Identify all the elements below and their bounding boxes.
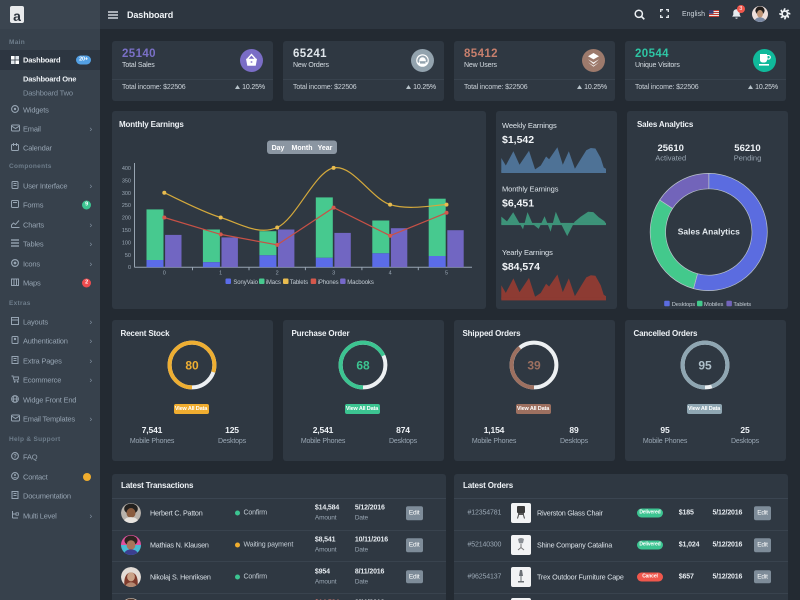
svg-text:iPhones: iPhones xyxy=(318,280,339,286)
svg-text:0: 0 xyxy=(128,265,131,271)
svg-text:$6,451: $6,451 xyxy=(502,198,534,210)
svg-text:Year: Year xyxy=(318,145,333,152)
svg-text:400: 400 xyxy=(122,166,131,172)
svg-text:300: 300 xyxy=(122,191,131,197)
svg-text:150: 150 xyxy=(122,228,131,234)
svg-text:5: 5 xyxy=(445,271,448,277)
svg-text:Activated: Activated xyxy=(655,154,686,163)
svg-text:SonyVaio: SonyVaio xyxy=(233,280,258,286)
svg-text:3: 3 xyxy=(332,271,335,277)
svg-text:$1,542: $1,542 xyxy=(502,134,534,146)
svg-text:Day: Day xyxy=(272,145,285,152)
svg-text:95: 95 xyxy=(699,358,713,372)
svg-text:iMacs: iMacs xyxy=(266,280,281,286)
svg-text:?: ? xyxy=(13,454,17,460)
svg-text:2: 2 xyxy=(276,271,279,277)
svg-text:Pending: Pending xyxy=(734,154,762,163)
svg-text:0: 0 xyxy=(163,271,166,277)
svg-text:56210: 56210 xyxy=(734,143,760,154)
svg-text:39: 39 xyxy=(528,358,542,372)
svg-text:100: 100 xyxy=(122,240,131,246)
svg-text:Macbooks: Macbooks xyxy=(347,280,374,286)
svg-text:80: 80 xyxy=(186,358,200,372)
svg-text:$84,574: $84,574 xyxy=(502,261,540,273)
svg-text:Desktops: Desktops xyxy=(672,302,696,308)
svg-text:Tablets: Tablets xyxy=(733,302,751,308)
svg-text:1: 1 xyxy=(219,271,222,277)
svg-text:Weekly Earnings: Weekly Earnings xyxy=(502,121,557,130)
svg-text:Tablets: Tablets xyxy=(290,280,308,286)
svg-text:250: 250 xyxy=(122,203,131,209)
svg-text:Monthly Earnings: Monthly Earnings xyxy=(502,185,559,194)
svg-text:Mobiles: Mobiles xyxy=(704,302,723,308)
svg-text:Yearly Earnings: Yearly Earnings xyxy=(502,248,553,257)
svg-text:50: 50 xyxy=(125,253,131,259)
svg-text:25610: 25610 xyxy=(657,143,683,154)
svg-text:200: 200 xyxy=(122,216,131,222)
svg-text:Month: Month xyxy=(292,145,313,152)
svg-text:Sales Analytics: Sales Analytics xyxy=(678,227,740,237)
svg-text:68: 68 xyxy=(357,358,371,372)
svg-text:4: 4 xyxy=(389,271,392,277)
svg-text:350: 350 xyxy=(122,178,131,184)
